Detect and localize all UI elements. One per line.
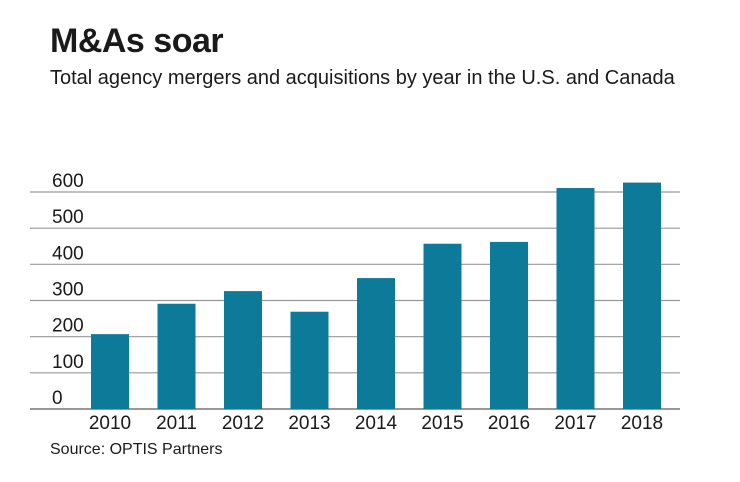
x-tick-label: 2012 bbox=[222, 413, 264, 434]
bar bbox=[623, 182, 661, 409]
y-tick-label: 300 bbox=[52, 280, 84, 301]
bar bbox=[91, 334, 129, 409]
y-tick-label: 100 bbox=[52, 352, 84, 373]
chart-title: M&As soar bbox=[50, 22, 224, 60]
y-tick-label: 200 bbox=[52, 316, 84, 337]
bar bbox=[423, 243, 462, 409]
chart-subtitle: Total agency mergers and acquisitions by… bbox=[50, 67, 675, 89]
y-tick-label: 600 bbox=[52, 171, 84, 192]
x-tick-label: 2015 bbox=[421, 413, 463, 434]
x-tick-label: 2014 bbox=[355, 413, 398, 434]
y-tick-label: 400 bbox=[52, 243, 84, 264]
source-note: Source: OPTIS Partners bbox=[50, 441, 223, 458]
x-tick-label: 2018 bbox=[621, 413, 663, 434]
bar bbox=[490, 241, 528, 409]
x-tick-label: 2013 bbox=[288, 413, 330, 434]
y-tick-label: 0 bbox=[52, 388, 63, 409]
bar bbox=[224, 291, 262, 409]
y-tick-label: 500 bbox=[52, 207, 84, 228]
x-tick-label: 2011 bbox=[156, 413, 197, 434]
bar bbox=[157, 303, 196, 409]
x-tick-label: 2017 bbox=[554, 413, 596, 434]
bar bbox=[357, 278, 395, 409]
bar bbox=[290, 311, 329, 409]
x-tick-label: 2016 bbox=[488, 413, 530, 434]
bar bbox=[556, 188, 595, 409]
x-tick-label: 2010 bbox=[89, 413, 131, 434]
